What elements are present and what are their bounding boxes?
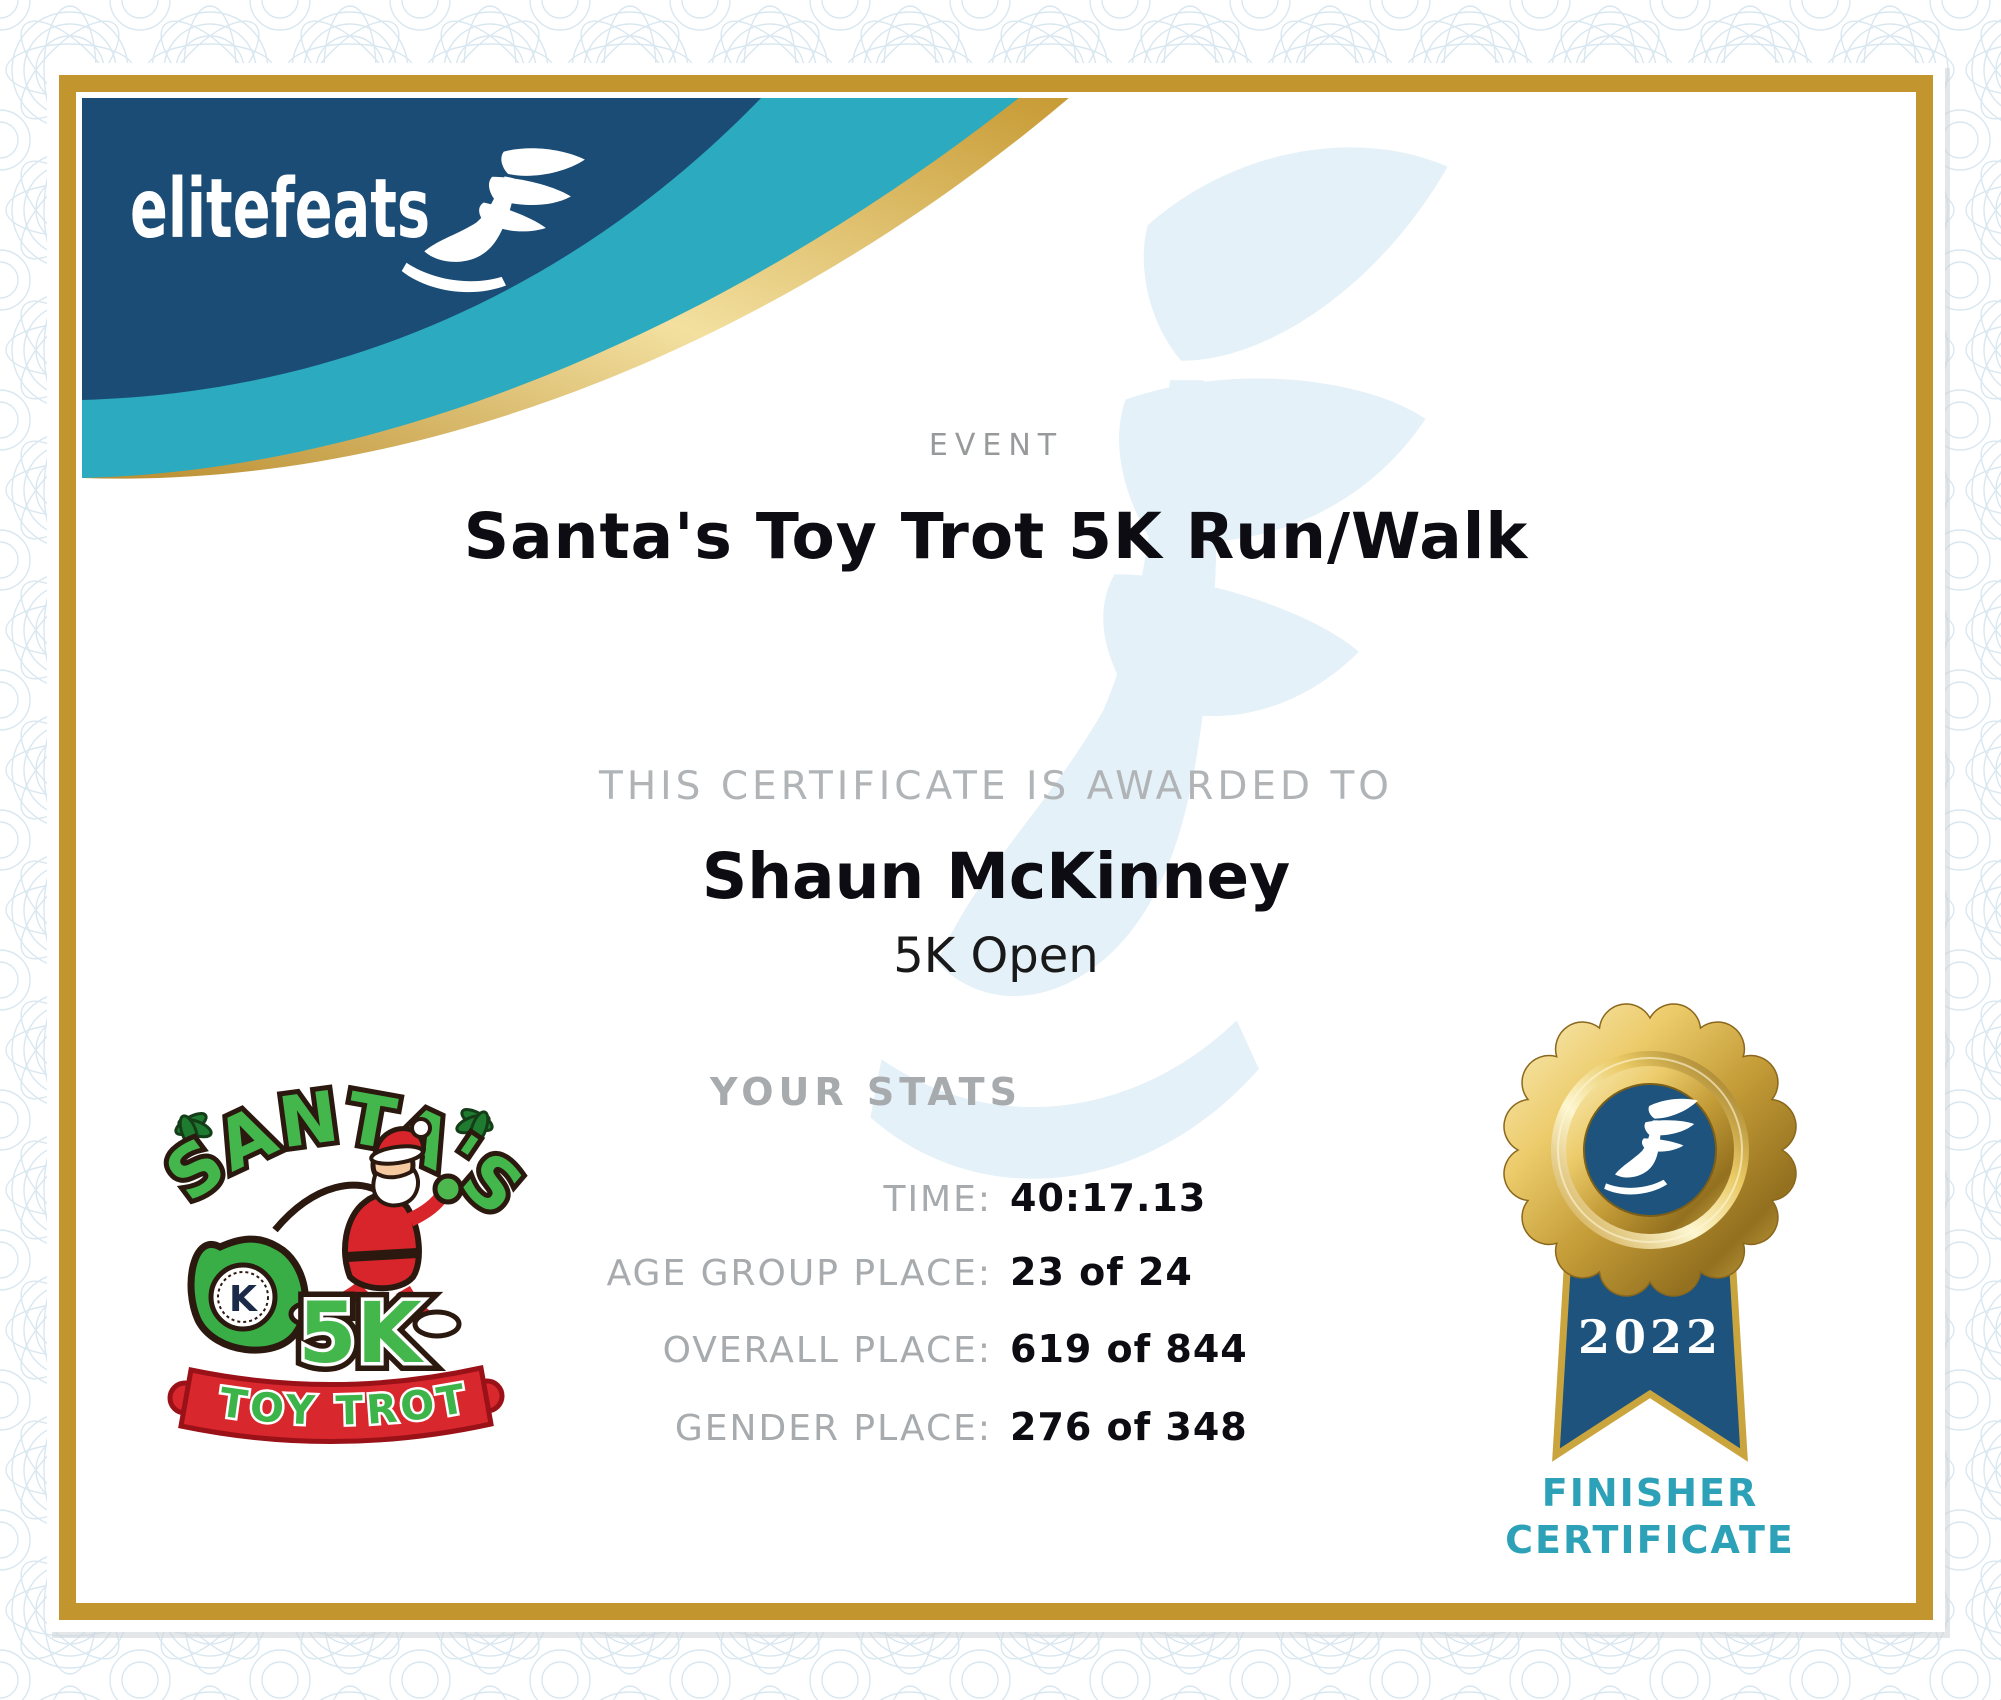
stat-label: GENDER PLACE:	[674, 1408, 992, 1449]
medal-caption: FINISHER CERTIFICATE	[1450, 1470, 1850, 1564]
kiwanis-badge-ring	[217, 1271, 269, 1323]
medal-caption-line2: CERTIFICATE	[1505, 1518, 1795, 1562]
recipient-name: Shaun McKinney	[701, 840, 1291, 913]
banner-ribbon	[178, 1365, 494, 1444]
stat-row-gender-place: GENDER PLACE: 276 of 348	[360, 1405, 1640, 1449]
pine-sprig-left	[174, 1112, 213, 1150]
event-logo-distance-outline: 5K	[298, 1284, 424, 1382]
santa-mitten	[432, 1173, 464, 1205]
brand-logo-text: elitefeats	[130, 162, 431, 257]
stat-row-overall-place: OVERALL PLACE: 619 of 844	[360, 1327, 1640, 1371]
stat-value: 276 of 348	[1010, 1405, 1248, 1449]
medal-year: 2022	[1577, 1310, 1723, 1364]
pine-sprig-right	[455, 1108, 494, 1146]
stat-row-time: TIME: 40:17.13	[360, 1176, 1640, 1220]
santa-hat-trim	[369, 1144, 425, 1166]
event-title: Santa's Toy Trot 5K Run/Walk	[463, 500, 1529, 573]
stat-label: OVERALL PLACE:	[662, 1330, 992, 1371]
stat-value: 40:17.13	[1010, 1176, 1207, 1220]
header-navy-swoosh	[82, 98, 762, 400]
stat-label: AGE GROUP PLACE:	[606, 1253, 992, 1294]
stat-label: TIME:	[883, 1179, 992, 1220]
stat-value: 619 of 844	[1010, 1327, 1248, 1371]
finisher-medal	[1503, 1003, 1797, 1462]
santa-beard	[371, 1167, 420, 1208]
stat-value: 23 of 24	[1010, 1250, 1193, 1294]
santa-figure	[288, 1117, 464, 1339]
stats-section-label: YOUR STATS	[710, 1070, 1022, 1114]
event-logo-distance: 5K	[298, 1284, 424, 1382]
kiwanis-badge-letter: K	[229, 1279, 258, 1320]
medal-caption-line1: FINISHER	[1541, 1471, 1759, 1515]
recipient-division: 5K Open	[893, 928, 1099, 984]
medal-ring-highlight	[1557, 1057, 1743, 1243]
santa-belt	[346, 1248, 418, 1262]
awarded-label: THIS CERTIFICATE IS AWARDED TO	[599, 764, 1393, 809]
kiwanis-badge	[208, 1262, 278, 1332]
event-label: EVENT	[928, 428, 1064, 463]
stat-row-age-group-place: AGE GROUP PLACE: 23 of 24	[360, 1250, 1640, 1294]
santa-shoe-left	[288, 1299, 338, 1329]
santa-hat-pom	[410, 1117, 432, 1139]
santa-shoe-right	[412, 1309, 462, 1339]
